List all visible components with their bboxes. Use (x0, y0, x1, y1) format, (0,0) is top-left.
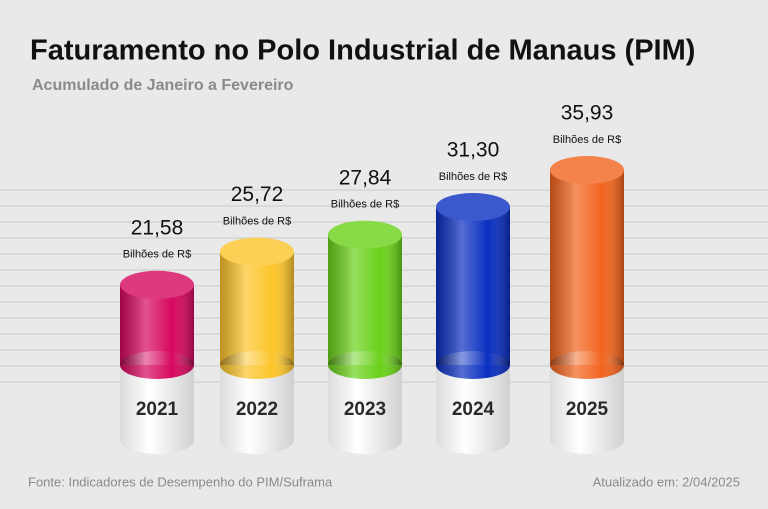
value-label: 25,72 (231, 183, 284, 206)
pedestal-base (436, 426, 510, 454)
bar-shade (550, 170, 624, 365)
pedestal-base (328, 426, 402, 454)
cylinder-top-highlight (328, 220, 402, 249)
cylinder-top-highlight (120, 270, 194, 299)
pedestal-base (550, 426, 624, 454)
cylinder-top (120, 270, 194, 299)
value-label: 21,58 (131, 216, 184, 239)
x-tick-label: 2025 (566, 399, 609, 420)
chart-subtitle: Acumulado de Janeiro a Fevereiro (32, 77, 294, 94)
bar-shade (328, 234, 402, 365)
chart-title: Faturamento no Polo Industrial de Manaus… (30, 35, 695, 67)
cylinder-top (550, 156, 624, 184)
x-tick-label: 2023 (344, 399, 386, 420)
cylinder-top-highlight (436, 193, 510, 222)
x-tick-label: 2021 (136, 399, 179, 420)
cylinder-top (436, 193, 510, 222)
cylinder-bottom-shade (550, 351, 624, 379)
cylinder-bottom-shade (436, 351, 510, 379)
unit-label: Bilhões de R$ (439, 171, 508, 183)
x-tick-label: 2022 (236, 399, 278, 420)
unit-label: Bilhões de R$ (123, 249, 192, 261)
cylinder-top-highlight (550, 156, 624, 184)
unit-label: Bilhões de R$ (553, 134, 622, 146)
value-label: 35,93 (561, 102, 614, 125)
x-tick-label: 2024 (452, 399, 495, 420)
unit-label: Bilhões de R$ (223, 216, 292, 228)
cylinder-bottom-shade (120, 351, 194, 379)
value-label: 27,84 (339, 166, 392, 189)
updated: Atualizado em: 2/04/2025 (593, 474, 740, 489)
cylinder-top-highlight (220, 237, 294, 266)
bar-shade (436, 207, 510, 365)
cylinder-bottom-shade (220, 351, 294, 379)
unit-label: Bilhões de R$ (331, 199, 400, 211)
cylinder-top (220, 237, 294, 266)
cylinder-bottom-shade (328, 351, 402, 379)
source: Fonte: Indicadores de Desempenho do PIM/… (28, 474, 333, 489)
bar-shade (220, 251, 294, 365)
value-label: 31,30 (447, 139, 500, 162)
cylinder-top (328, 220, 402, 249)
pedestal-base (120, 426, 194, 454)
pedestal-base (220, 426, 294, 454)
